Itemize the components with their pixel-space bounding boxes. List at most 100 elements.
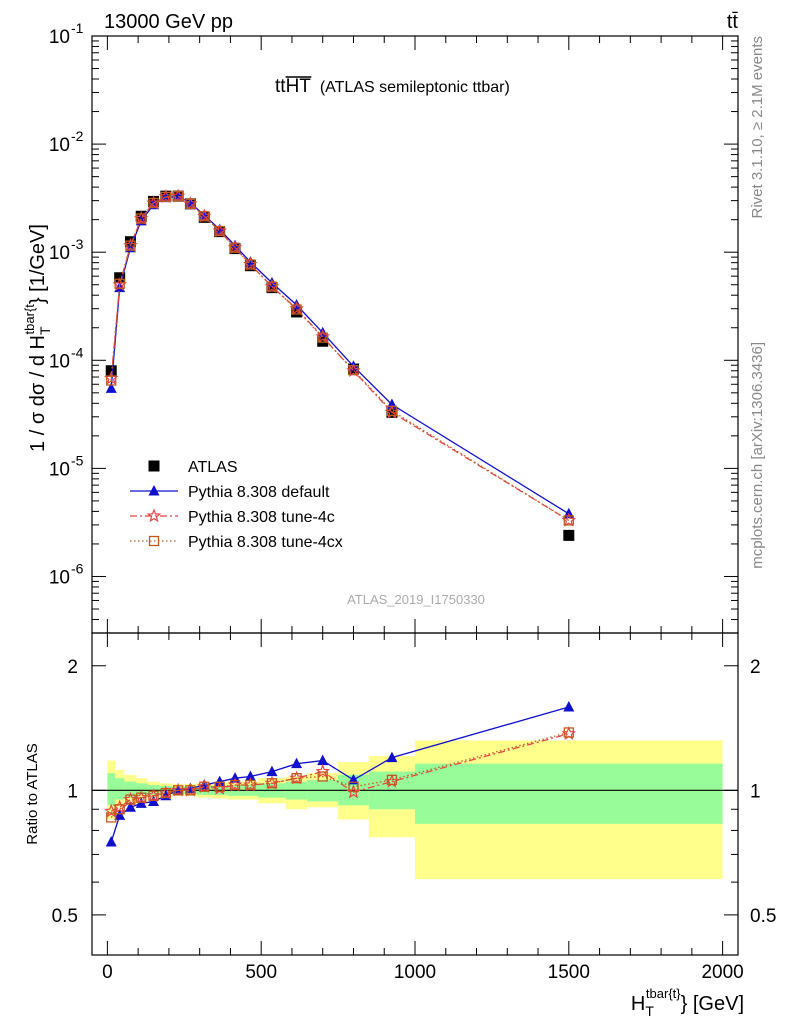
legend-label: Pythia 8.308 tune-4cx [188, 534, 343, 551]
stat-uncertainty-band [107, 773, 116, 806]
stat-uncertainty-band [115, 778, 125, 800]
y-tick-exponent: -3 [71, 236, 84, 252]
ratio-data-point [214, 775, 226, 787]
ratio-y-axis-label: Ratio to ATLAS [24, 743, 41, 844]
y-tick-label: 10 [49, 27, 70, 48]
plot-title: ttHT (ATLAS semileptonic ttbar) [275, 76, 510, 97]
legend-label: ATLAS [188, 459, 238, 476]
ratio-data-point [348, 781, 359, 792]
main-y-axis-label: 1 / σ dσ / d HTtbar{t} [1/GeV] [22, 224, 53, 452]
y-tick-exponent: -1 [71, 20, 84, 36]
ratio-uncertainty-bands [107, 740, 723, 880]
y-tick-label: 10 [49, 135, 70, 156]
ratio-series-layer [103, 700, 577, 847]
ratio-data-point [114, 804, 125, 815]
ratio-panel: 0.5 0.5 1 1 2 2 0 500 1000 1500 2000 Ratio to ATLA… [24, 632, 776, 1019]
ratio-y-tick-label-right: 2 [750, 657, 761, 678]
ratio-data-point [114, 809, 126, 820]
y-tick-exponent: -6 [71, 560, 84, 576]
data-point [199, 211, 210, 222]
ratio-data-point [266, 778, 278, 789]
ratio-y-tick-label-right: 0.5 [750, 906, 776, 927]
ratio-series-2 [106, 727, 574, 823]
data-point [160, 191, 171, 203]
data-point [563, 515, 574, 526]
ratio-data-point [315, 763, 330, 778]
data-point [266, 281, 278, 292]
ratio-data-point [563, 727, 574, 738]
ratio-y-tick-label: 0.5 [52, 906, 78, 927]
data-point [106, 375, 117, 386]
ratio-data-point [266, 765, 278, 777]
ratio-data-point [291, 757, 303, 769]
data-point [229, 242, 241, 253]
main-panel: 10-610-510-410-310-210-1 ttHT (ATLAS sem… [22, 20, 739, 634]
title-main: tt [275, 76, 286, 97]
ratio-data-point [136, 792, 147, 803]
legend-marker [146, 508, 162, 523]
ratio-data-point [199, 781, 210, 792]
ylabel-sup: tbar{t [22, 304, 37, 335]
data-point [105, 382, 117, 393]
y-tick-label: 10 [49, 567, 70, 588]
y-tick-exponent: -4 [71, 344, 84, 360]
y-tick-exponent: -2 [71, 128, 84, 144]
ylabel-sub: T [37, 326, 53, 335]
legend-entry: ATLAS [148, 459, 238, 476]
data-point [291, 304, 302, 315]
ratio-data-point [124, 801, 136, 812]
stat-uncertainty-band [124, 781, 137, 798]
title-rest: (ATLAS semileptonic ttbar) [320, 79, 510, 96]
ylabel-main: 1 / σ dσ / d H [27, 335, 49, 452]
ratio-data-point [172, 785, 184, 796]
ratio-data-point [244, 770, 256, 782]
ratio-series-line [110, 731, 569, 818]
ratio-y-tick-label: 2 [67, 657, 78, 678]
ratio-data-point [185, 785, 196, 796]
legend: ATLAS Pythia 8.308 default Pythia 8.308 tu… [130, 459, 343, 551]
data-point [266, 282, 278, 294]
series-3 [106, 190, 574, 526]
xlabel-tail: } [GeV] [681, 993, 744, 1015]
xlabel-main: H [631, 993, 645, 1015]
data-point [185, 198, 196, 210]
legend-entry: Pythia 8.308 tune-4cx [130, 534, 343, 551]
legend-marker [148, 535, 160, 547]
ratio-series-line [110, 733, 569, 812]
legend-label: Pythia 8.308 default [188, 484, 330, 501]
x-tick-label: 500 [245, 962, 277, 983]
y-tick-label: 10 [49, 459, 70, 480]
xlabel-sub: T [645, 1003, 654, 1019]
ratio-data-point [317, 754, 329, 766]
legend-entry: Pythia 8.308 default [130, 484, 330, 501]
ratio-data-point [386, 751, 398, 763]
ratio-frame [91, 632, 739, 956]
ylabel-tail: } [1/GeV] [27, 224, 49, 304]
ratio-data-point [160, 787, 171, 799]
ratio-data-point [291, 773, 302, 784]
collision-label: 13000 GeV pp [104, 11, 233, 33]
stat-uncertainty-band [136, 783, 148, 796]
x-tick-label: 1000 [394, 962, 436, 983]
ratio-data-point [106, 812, 117, 823]
legend-marker [148, 460, 160, 472]
data-point [172, 190, 184, 202]
data-point [386, 405, 398, 417]
process-label: tt̄ [727, 11, 739, 33]
y-tick-label: 10 [49, 243, 70, 264]
title-over: HT [286, 76, 312, 97]
ratio-data-point [229, 779, 241, 791]
data-point [229, 239, 241, 251]
data-point [244, 256, 256, 267]
data-point [148, 197, 159, 209]
data-point [125, 240, 136, 251]
ratio-data-point [563, 700, 575, 712]
data-point [136, 213, 147, 224]
ratio-data-point [105, 836, 117, 847]
y-tick-exponent: -5 [71, 452, 84, 468]
xlabel-sup: tbar{t} [646, 986, 681, 1001]
ratio-axis-ticks: 0.5 0.5 1 1 2 2 0 500 1000 1500 2000 [52, 633, 776, 983]
ratio-data-point [214, 781, 225, 792]
ratio-y-tick-label-right: 1 [750, 781, 761, 802]
